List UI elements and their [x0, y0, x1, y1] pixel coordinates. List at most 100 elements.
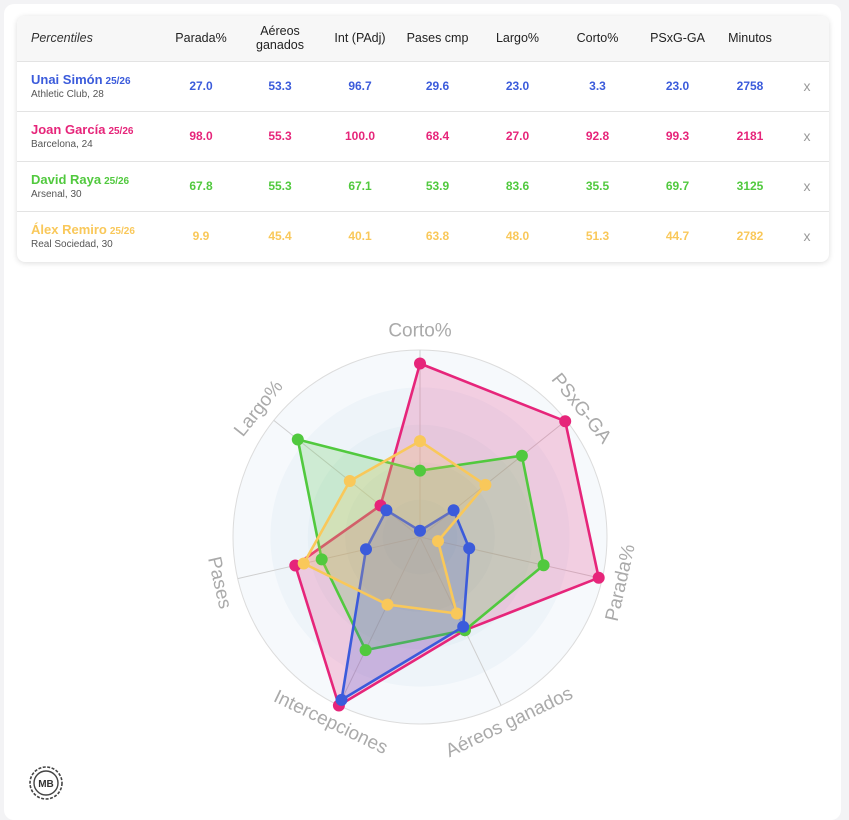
value-cell: 100.0 — [344, 129, 376, 143]
value-cell: 96.7 — [348, 79, 372, 93]
axis-label: Corto% — [388, 321, 451, 342]
series-point — [297, 557, 310, 570]
remove-player-button[interactable]: x — [803, 78, 811, 94]
player-name[interactable]: David Raya — [31, 172, 102, 187]
axis-label: Pases — [203, 555, 235, 611]
series-point — [432, 535, 444, 548]
radar-spoke — [419, 536, 603, 580]
value-cell: 98.0 — [189, 129, 213, 143]
player-team: Real Sociedad, 30 — [31, 239, 113, 251]
series-point — [463, 542, 476, 555]
value-cell: 3125 — [736, 179, 764, 193]
radar-spoke — [237, 536, 421, 580]
value-cell: 23.0 — [665, 79, 690, 93]
value-cell: 55.3 — [268, 129, 292, 143]
table-row: David Raya 25/26 Arsenal, 30 67.8 55.3 67.1 53… — [17, 161, 829, 211]
player-cell: Unai Simón 25/26 Athletic Club, 28 — [17, 61, 167, 111]
series-point — [537, 559, 550, 572]
axis-label: Parada% — [602, 542, 640, 623]
series-point — [559, 415, 572, 428]
radar-spoke — [338, 536, 421, 706]
series-point — [592, 571, 605, 584]
series-point — [380, 504, 393, 517]
header-column[interactable]: Largo% — [495, 31, 540, 46]
player-team: Arsenal, 30 — [31, 189, 82, 200]
series-point — [414, 357, 426, 370]
player-name[interactable]: Joan García — [31, 122, 106, 137]
percentiles-table-card: Percentiles Parada% Aéreos ganados Int (… — [17, 16, 829, 262]
value-cell: 69.7 — [665, 179, 690, 193]
series-point — [335, 693, 348, 706]
player-cell: Joan García 25/26 Barcelona, 24 — [17, 111, 167, 161]
series-area — [340, 508, 471, 702]
value-cell: 27.0 — [505, 129, 530, 143]
radar-spoke — [419, 536, 502, 706]
remove-player-button[interactable]: x — [803, 178, 811, 194]
mb-logo-icon: MB — [29, 766, 63, 800]
value-cell: 40.1 — [348, 229, 372, 244]
series-point — [479, 478, 492, 491]
value-cell: 83.6 — [505, 179, 530, 193]
player-cell: David Raya 25/26 Arsenal, 30 — [17, 161, 167, 211]
series-point — [360, 543, 372, 556]
header-column[interactable]: Pases cmp — [406, 31, 469, 46]
value-cell: 99.3 — [665, 129, 690, 143]
percentiles-table: Percentiles Parada% Aéreos ganados Int (… — [17, 16, 829, 261]
table-row: Álex Remiro 25/26 Real Sociedad, 30 9.9 45.4… — [17, 211, 829, 261]
series-point — [457, 620, 470, 633]
player-name[interactable]: Unai Simón — [31, 72, 103, 87]
player-season: 25/26 — [109, 226, 135, 238]
value-cell: 29.6 — [425, 79, 450, 93]
value-cell: 27.0 — [189, 79, 213, 93]
value-cell: 23.0 — [505, 79, 530, 93]
value-cell: 48.0 — [505, 229, 530, 244]
remove-player-button[interactable]: x — [803, 128, 811, 144]
value-cell: 92.8 — [585, 129, 610, 143]
value-cell: 45.4 — [268, 229, 292, 244]
value-cell: 3.3 — [589, 79, 606, 93]
series-point — [414, 435, 426, 448]
header-column[interactable]: Parada% — [175, 31, 227, 46]
header-percentiles: Percentiles — [31, 31, 93, 46]
value-cell: 63.8 — [425, 229, 450, 244]
table-row: Unai Simón 25/26 Athletic Club, 28 27.0 53.3… — [17, 61, 829, 111]
value-cell: 53.9 — [425, 179, 450, 193]
header-column[interactable]: Aéreos ganados — [256, 24, 304, 53]
series-point — [414, 464, 426, 477]
table-row: Joan García 25/26 Barcelona, 24 98.0 55.3 100… — [17, 111, 829, 161]
player-season: 25/26 — [105, 76, 131, 87]
series-point — [359, 644, 372, 657]
series-point — [414, 524, 426, 537]
series-point — [343, 475, 356, 487]
value-cell: 68.4 — [425, 129, 450, 143]
value-cell: 53.3 — [268, 79, 292, 93]
table-header-row: Percentiles Parada% Aéreos ganados Int (… — [17, 16, 829, 61]
value-cell: 67.8 — [189, 179, 213, 193]
value-cell: 55.3 — [268, 179, 292, 193]
value-cell: 9.9 — [192, 229, 210, 244]
value-cell: 51.3 — [585, 229, 610, 244]
header-column[interactable]: Minutos — [728, 31, 772, 46]
player-team: Barcelona, 24 — [31, 139, 93, 150]
header-column[interactable]: Corto% — [576, 31, 619, 46]
radar-spoke — [419, 420, 567, 538]
value-cell: 2758 — [736, 79, 764, 93]
value-cell: 44.7 — [665, 229, 690, 244]
remove-player-button[interactable]: x — [803, 228, 811, 245]
series-point — [515, 449, 528, 462]
player-name[interactable]: Álex Remiro — [31, 222, 107, 238]
logo-text: MB — [38, 779, 54, 790]
player-cell: Álex Remiro 25/26 Real Sociedad, 30 — [17, 211, 167, 261]
value-cell: 67.1 — [348, 179, 372, 193]
series-point — [315, 553, 328, 566]
header-column[interactable]: PSxG-GA — [650, 31, 705, 46]
value-cell: 35.5 — [585, 179, 610, 193]
value-cell: 2181 — [736, 129, 764, 143]
player-team: Athletic Club, 28 — [31, 89, 104, 100]
series-point — [291, 433, 304, 446]
value-cell: 2782 — [736, 229, 764, 244]
player-season: 25/26 — [108, 126, 134, 137]
header-column[interactable]: Int (PAdj) — [334, 31, 386, 46]
series-point — [381, 598, 394, 611]
